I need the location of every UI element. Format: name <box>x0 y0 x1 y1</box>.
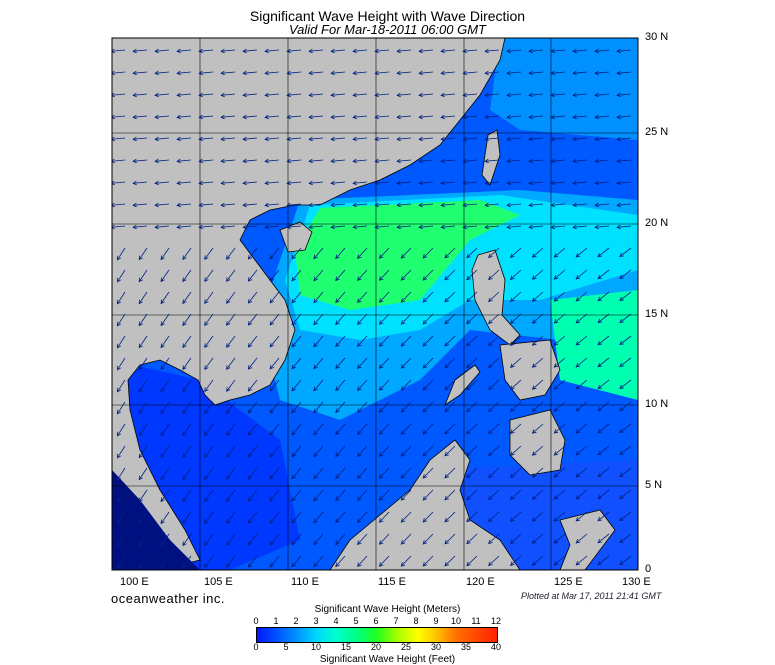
map-subtitle: Valid For Mar-18-2011 06:00 GMT <box>288 22 486 37</box>
map-frame <box>111 37 639 571</box>
colorbar-feet-tick: 30 <box>430 642 442 652</box>
lat-label-10n: 10 N <box>645 398 669 410</box>
colorbar-feet-tick: 40 <box>490 642 502 652</box>
lat-label-20n: 20 N <box>645 217 669 229</box>
borneo-island <box>329 439 521 570</box>
colorbar-meter-tick: 4 <box>333 616 339 626</box>
colorbar-meter-tick: 8 <box>413 616 419 626</box>
lon-label-130e: 130 E <box>622 576 651 588</box>
lat-label-0: 0 <box>645 563 652 575</box>
lon-label-105e: 105 E <box>204 576 233 588</box>
east-china-sea <box>490 38 638 140</box>
plotted-timestamp: Plotted at Mar 17, 2011 21:41 GMT <box>521 591 662 601</box>
colorbar-feet-tick: 0 <box>253 642 259 652</box>
colorbar-feet-tick: 25 <box>400 642 412 652</box>
lon-label-115e: 115 E <box>378 576 406 588</box>
lat-label-25n: 25 N <box>645 126 669 138</box>
colorbar-meter-tick: 9 <box>433 616 439 626</box>
lon-label-125e: 125 E <box>554 576 583 588</box>
wave-height-colorbar <box>256 627 498 643</box>
colorbar-meters-title: Significant Wave Height (Meters) <box>314 604 461 615</box>
colorbar-feet-title: Significant Wave Height (Feet) <box>319 654 456 665</box>
lon-label-120e: 120 E <box>466 576 495 588</box>
colorbar-feet-tick: 5 <box>283 642 289 652</box>
colorbar-meter-tick: 6 <box>373 616 379 626</box>
lat-label-15n: 15 N <box>645 308 669 320</box>
lon-label-100e: 100 E <box>120 576 149 588</box>
lat-lon-grid <box>112 38 638 570</box>
lat-label-30n: 30 N <box>645 31 669 43</box>
lon-label-110e: 110 E <box>291 576 319 588</box>
colorbar-meter-tick: 11 <box>471 616 481 626</box>
colorbar-feet-tick: 35 <box>460 642 472 652</box>
sulawesi-island <box>559 509 616 570</box>
lat-label-5n: 5 N <box>645 479 663 491</box>
colorbar-feet-tick: 20 <box>370 642 382 652</box>
colorbar-meter-tick: 0 <box>253 616 259 626</box>
wave-band-east <box>550 290 638 400</box>
luzon-island <box>471 249 521 346</box>
colorbar-meter-tick: 1 <box>273 616 279 626</box>
colorbar-meter-tick: 7 <box>393 616 399 626</box>
colorbar-meter-tick: 3 <box>313 616 319 626</box>
colorbar-meter-tick: 5 <box>353 616 359 626</box>
sumatra-shadow <box>112 470 200 570</box>
colorbar-meter-tick: 10 <box>450 616 462 626</box>
map-title: Significant Wave Height with Wave Direct… <box>249 8 526 24</box>
mainland-asia <box>112 38 506 570</box>
colorbar-feet-tick: 10 <box>310 642 322 652</box>
taiwan-island <box>481 129 501 186</box>
colorbar-meter-tick: 2 <box>293 616 299 626</box>
palawan-island <box>444 364 481 407</box>
colorbar-feet-tick: 15 <box>340 642 352 652</box>
colorbar-meter-tick: 12 <box>490 616 502 626</box>
oceanweather-logo: oceanweather inc. <box>111 591 226 606</box>
wave-direction-arrows <box>112 48 632 569</box>
